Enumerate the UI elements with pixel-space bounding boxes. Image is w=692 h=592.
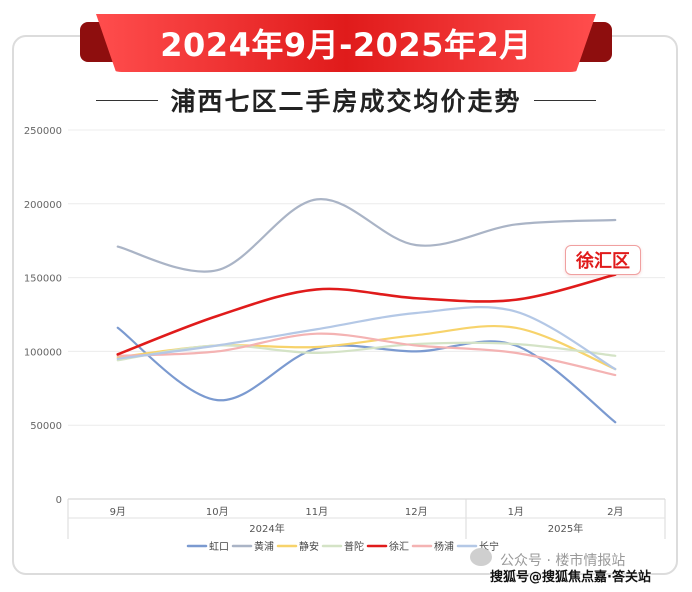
legend-label: 虹口	[209, 541, 229, 553]
y-tick-label: 250000	[24, 126, 62, 137]
x-tick-label: 9月	[110, 506, 126, 518]
y-tick-label: 50000	[30, 421, 62, 432]
watermark: 公众号 · 楼市情报站 搜狐号@搜狐焦点嘉·答关站	[470, 546, 690, 592]
chart-title: 浦西七区二手房成交均价走势	[170, 87, 522, 116]
x-tick-label: 12月	[405, 506, 428, 518]
x-group-label: 2024年	[249, 522, 284, 535]
subtitle-rule-right	[533, 99, 596, 101]
x-tick-label: 10月	[206, 506, 229, 518]
series-line	[116, 273, 617, 356]
banner-title: 2024年9月-2025年2月	[160, 26, 532, 64]
x-tick-label: 1月	[508, 506, 524, 518]
series-line	[116, 198, 617, 273]
subtitle-row: 浦西七区二手房成交均价走势	[0, 80, 692, 120]
legend-label: 静安	[299, 540, 319, 553]
xuhui-callout: 徐汇区	[565, 245, 641, 275]
y-tick-label: 0	[56, 495, 62, 506]
y-tick-label: 100000	[24, 347, 62, 358]
x-group-label: 2025年	[548, 522, 583, 535]
subtitle-rule-left	[96, 99, 159, 101]
series-line	[116, 326, 617, 424]
date-range-banner: 2024年9月-2025年2月	[96, 14, 596, 72]
x-tick-label: 2月	[607, 506, 623, 518]
series-line	[116, 332, 617, 377]
y-tick-label: 200000	[24, 200, 62, 211]
watermark-line2: 搜狐号@搜狐焦点嘉·答关站	[490, 570, 651, 585]
wechat-icon	[470, 548, 492, 566]
series-line	[116, 306, 617, 371]
chart-card	[12, 35, 678, 575]
watermark-line1: 公众号 · 楼市情报站	[500, 553, 626, 569]
legend-label: 杨浦	[434, 540, 454, 553]
callout-label: 徐汇区	[576, 251, 630, 272]
x-tick-label: 11月	[305, 506, 328, 518]
legend-label: 普陀	[344, 540, 364, 553]
y-tick-label: 150000	[24, 274, 62, 285]
legend-label: 黄浦	[254, 540, 274, 553]
legend-label: 徐汇	[389, 540, 409, 553]
